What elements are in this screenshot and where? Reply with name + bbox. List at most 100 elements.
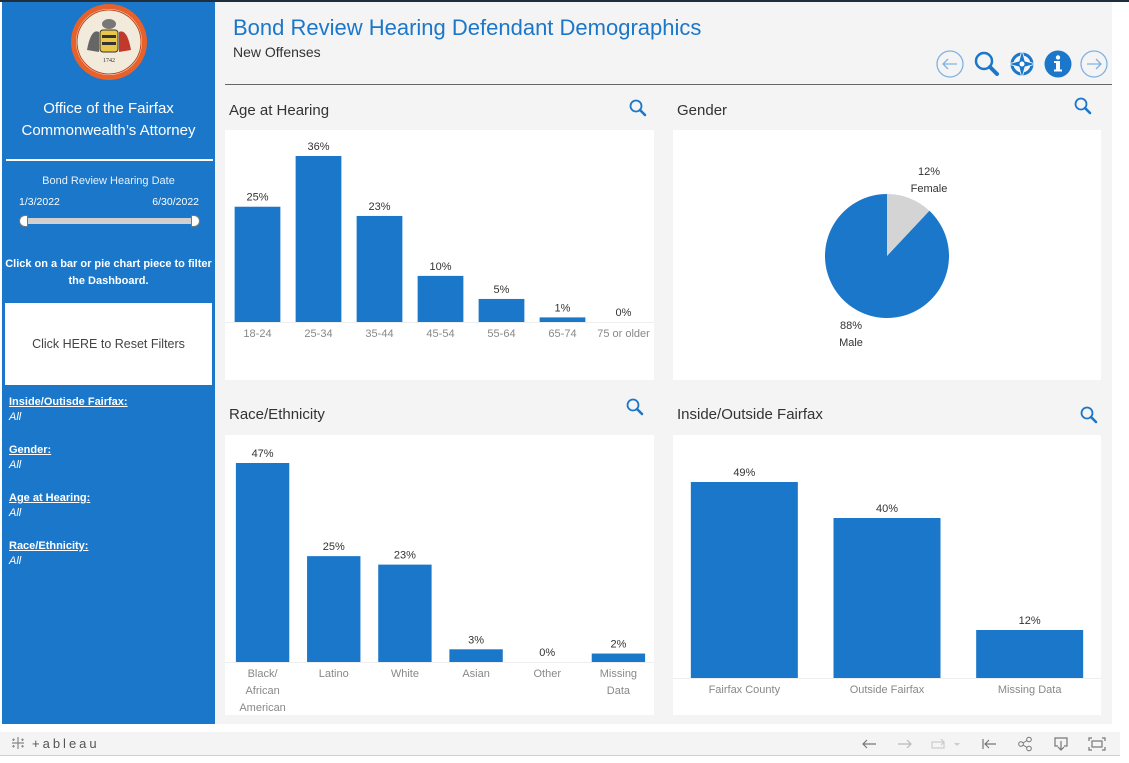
filter-label: Race/Ethnicity: bbox=[9, 540, 89, 552]
info-icon[interactable] bbox=[1043, 49, 1073, 79]
race-tick-label: American bbox=[239, 702, 285, 714]
svg-text:1742: 1742 bbox=[103, 58, 115, 64]
gender-pie-svg: 12% Female 88% Male bbox=[825, 166, 949, 349]
race-data-label: 0% bbox=[539, 647, 555, 659]
location-bar[interactable] bbox=[976, 630, 1084, 678]
revert-icon[interactable] bbox=[930, 734, 964, 754]
share-icon[interactable] bbox=[1014, 734, 1036, 754]
back-arrow-icon[interactable] bbox=[935, 49, 965, 79]
race-bar[interactable] bbox=[235, 463, 290, 662]
gender-zoom-icon[interactable] bbox=[1073, 96, 1093, 116]
age-tick-label: 65-74 bbox=[548, 328, 576, 340]
dashboard-main: Bond Review Hearing Defendant Demographi… bbox=[215, 2, 1112, 724]
race-bar[interactable] bbox=[591, 653, 646, 662]
tableau-brand-text: +ableau bbox=[32, 735, 100, 751]
date-filter-end: 6/30/2022 bbox=[152, 196, 199, 208]
location-panel-title: Inside/Outside Fairfax bbox=[677, 406, 823, 423]
gender-slice-male[interactable] bbox=[825, 194, 949, 318]
age-data-label: 1% bbox=[555, 302, 571, 314]
race-bar[interactable] bbox=[307, 556, 361, 662]
gender-female-pct-label: 12% bbox=[918, 166, 940, 178]
age-chart: 25% 18-24 36% 25-34 23% 35-44 10% 45-54 5% 55-64 1… bbox=[225, 130, 654, 380]
filter-gender: Gender: All bbox=[9, 444, 51, 471]
slider-start-handle[interactable] bbox=[19, 215, 28, 227]
forward-arrow-icon[interactable] bbox=[1079, 49, 1109, 79]
age-tick-label: 45-54 bbox=[426, 328, 454, 340]
filter-value: All bbox=[9, 507, 22, 519]
slider-end-handle[interactable] bbox=[191, 215, 200, 227]
office-title: Office of the Fairfax Commonwealth’s Att… bbox=[2, 98, 215, 142]
page-subtitle: New Offenses bbox=[233, 44, 321, 60]
tableau-logo[interactable]: +ableau bbox=[10, 735, 100, 751]
filter-value: All bbox=[9, 555, 22, 567]
age-tick-label: 75 or older bbox=[597, 328, 650, 340]
gender-male-label: Male bbox=[839, 337, 863, 349]
age-panel-title: Age at Hearing bbox=[229, 102, 330, 119]
location-bar-svg: 49% Fairfax County 40% Outside Fairfax 12% Mi… bbox=[673, 467, 1101, 696]
location-data-label: 12% bbox=[1019, 615, 1041, 627]
nav-toolbar bbox=[935, 48, 1109, 80]
location-tick-label: Outside Fairfax bbox=[850, 684, 925, 696]
age-tick-label: 18-24 bbox=[243, 328, 271, 340]
footer-tools bbox=[858, 734, 1108, 754]
fullscreen-icon[interactable] bbox=[1086, 734, 1108, 754]
date-filter-start: 1/3/2022 bbox=[19, 196, 60, 208]
age-bar[interactable] bbox=[356, 215, 403, 322]
race-data-label: 23% bbox=[394, 550, 416, 562]
filter-label: Gender: bbox=[9, 444, 52, 456]
age-zoom-icon[interactable] bbox=[628, 98, 648, 118]
location-data-label: 40% bbox=[876, 503, 898, 515]
top-border bbox=[0, 0, 1129, 2]
gender-female-label: Female bbox=[911, 183, 948, 195]
undo-icon[interactable] bbox=[858, 734, 880, 754]
compass-icon[interactable] bbox=[1007, 49, 1037, 79]
reset-filters-button[interactable]: Click HERE to Reset Filters bbox=[5, 303, 212, 385]
location-zoom-icon[interactable] bbox=[1079, 405, 1099, 425]
download-icon[interactable] bbox=[1050, 734, 1072, 754]
reset-to-start-icon[interactable] bbox=[978, 734, 1000, 754]
location-bar[interactable] bbox=[690, 482, 798, 678]
age-tick-label: 55-64 bbox=[487, 328, 515, 340]
filter-label: Inside/Outisde Fairfax: bbox=[9, 396, 128, 408]
tableau-toolbar: +ableau bbox=[0, 732, 1120, 756]
race-bar[interactable] bbox=[378, 564, 432, 662]
age-data-label: 36% bbox=[307, 141, 329, 153]
redo-icon[interactable] bbox=[894, 734, 916, 754]
race-data-label: 2% bbox=[610, 639, 626, 651]
age-tick-label: 25-34 bbox=[304, 328, 332, 340]
filter-instructions: Click on a bar or pie chart piece to fil… bbox=[5, 258, 212, 287]
search-icon[interactable] bbox=[971, 49, 1001, 79]
race-chart: 47% Black/African American 25% Latino 23% Whit… bbox=[225, 435, 654, 715]
race-tick-label: Data bbox=[607, 685, 631, 697]
filter-age: Age at Hearing: All bbox=[9, 492, 90, 519]
age-tick-label: 35-44 bbox=[365, 328, 393, 340]
sidebar: 1742 Office of the Fairfax Commonwealth’… bbox=[2, 2, 215, 724]
page-title: Bond Review Hearing Defendant Demographi… bbox=[233, 15, 702, 40]
location-bar[interactable] bbox=[833, 518, 941, 678]
race-bar[interactable] bbox=[449, 649, 503, 662]
sidebar-divider bbox=[6, 159, 213, 161]
date-range-slider[interactable] bbox=[22, 218, 197, 224]
location-tick-label: Fairfax County bbox=[709, 684, 781, 696]
race-bar-svg: 47% Black/African American 25% Latino 23% Whit… bbox=[225, 448, 654, 714]
age-bar[interactable] bbox=[417, 275, 464, 322]
race-tick-label: Latino bbox=[319, 668, 349, 680]
gender-slice-female[interactable] bbox=[887, 194, 930, 256]
date-filter-label: Bond Review Hearing Date bbox=[42, 175, 175, 187]
location-tick-label: Missing Data bbox=[998, 684, 1062, 696]
age-bar[interactable] bbox=[295, 156, 342, 322]
age-data-label: 10% bbox=[429, 261, 451, 273]
age-bar[interactable] bbox=[539, 317, 586, 322]
age-bar[interactable] bbox=[478, 298, 525, 322]
age-data-label: 25% bbox=[246, 192, 268, 204]
race-tick-label: Black/ bbox=[248, 668, 279, 680]
filter-inside-outside: Inside/Outisde Fairfax: All bbox=[9, 396, 128, 423]
age-data-label: 0% bbox=[616, 307, 632, 319]
race-tick-label: Missing bbox=[600, 668, 637, 680]
race-zoom-icon[interactable] bbox=[625, 397, 645, 417]
location-chart: 49% Fairfax County 40% Outside Fairfax 12% Mi… bbox=[673, 435, 1101, 715]
filter-value: All bbox=[9, 411, 22, 423]
race-tick-label: African bbox=[245, 685, 279, 697]
gender-chart: 12% Female 88% Male bbox=[673, 130, 1101, 380]
age-bar[interactable] bbox=[234, 206, 281, 322]
